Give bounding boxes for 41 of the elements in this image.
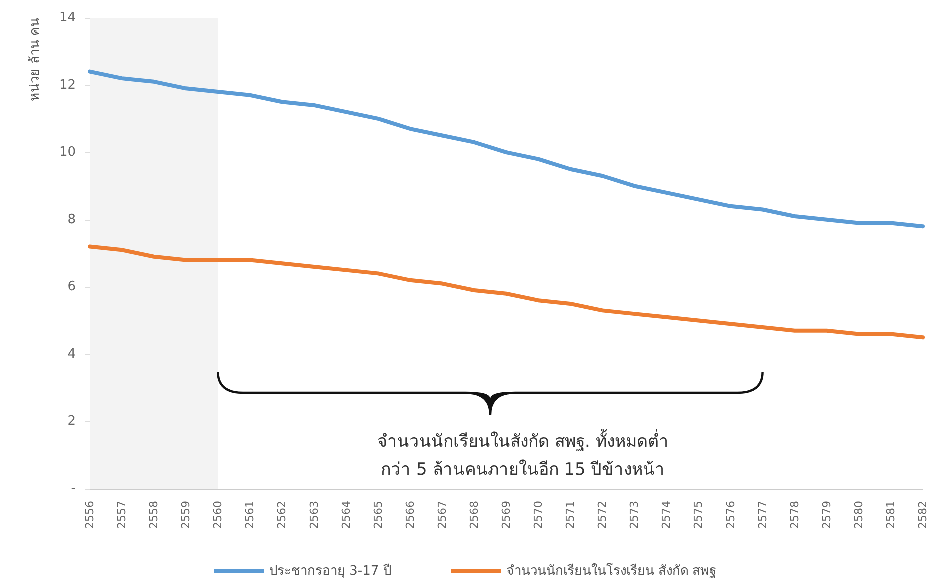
- y-tick-label: -: [71, 482, 76, 496]
- x-tick-label: 2581: [884, 501, 898, 529]
- y-tick-label: 10: [59, 145, 76, 160]
- x-tick-label: 2568: [468, 501, 481, 529]
- x-tick-label: 2579: [820, 501, 834, 529]
- line-series: [88, 244, 925, 340]
- y-tick-label: 6: [68, 280, 76, 295]
- legend-label: ประชากรอายุ 3-17 ปี: [269, 563, 392, 579]
- x-tick-label: 2582: [916, 501, 930, 529]
- x-tick-label: 2567: [436, 501, 449, 529]
- x-tick-label: 2580: [852, 501, 866, 529]
- x-tick-label: 2556: [84, 501, 96, 529]
- x-tick-label: 2577: [756, 501, 770, 529]
- x-tick-label: 2570: [532, 501, 546, 529]
- line-series: [88, 70, 925, 229]
- x-tick-label: 2559: [180, 501, 193, 529]
- x-tick-label: 2578: [788, 501, 802, 529]
- x-tick-label: 2561: [244, 501, 257, 529]
- x-tick-label: 2575: [692, 501, 706, 529]
- legend-label: จำนวนนักเรียนในโรงเรียน สังกัด สพฐ: [506, 563, 717, 579]
- x-tick-label: 2557: [116, 501, 129, 529]
- x-tick-label: 2569: [500, 501, 513, 529]
- x-tick-label: 2558: [148, 501, 161, 529]
- x-tick-label: 2565: [372, 501, 385, 529]
- x-tick-label: 2563: [308, 501, 321, 529]
- x-tick-label: 2576: [724, 501, 738, 529]
- y-tick-label: 12: [59, 78, 76, 93]
- y-axis-title: หน่วย ล้าน คน: [28, 18, 43, 102]
- x-tick-label: 2562: [276, 501, 289, 529]
- x-tick-label: 2572: [596, 501, 610, 529]
- y-tick-label: 2: [68, 414, 76, 430]
- x-tick-label: 2571: [564, 501, 578, 529]
- y-tick-label: 8: [68, 212, 76, 228]
- x-tick-label: 2574: [660, 501, 674, 529]
- x-tick-label: 2573: [628, 501, 642, 529]
- x-tick-label: 2566: [404, 501, 417, 529]
- y-tick-label: 14: [59, 10, 76, 26]
- annotation: จำนวนนักเรียนในสังกัด สพฐ. ทั้งหมดต่ำ กว่า 5 ล้านคนภายในอีก 15 ปีข้างหน้า: [378, 429, 669, 480]
- x-tick-label: 2564: [340, 501, 353, 529]
- x-tick-label: 2560: [212, 501, 225, 529]
- y-tick-label: 4: [68, 346, 76, 362]
